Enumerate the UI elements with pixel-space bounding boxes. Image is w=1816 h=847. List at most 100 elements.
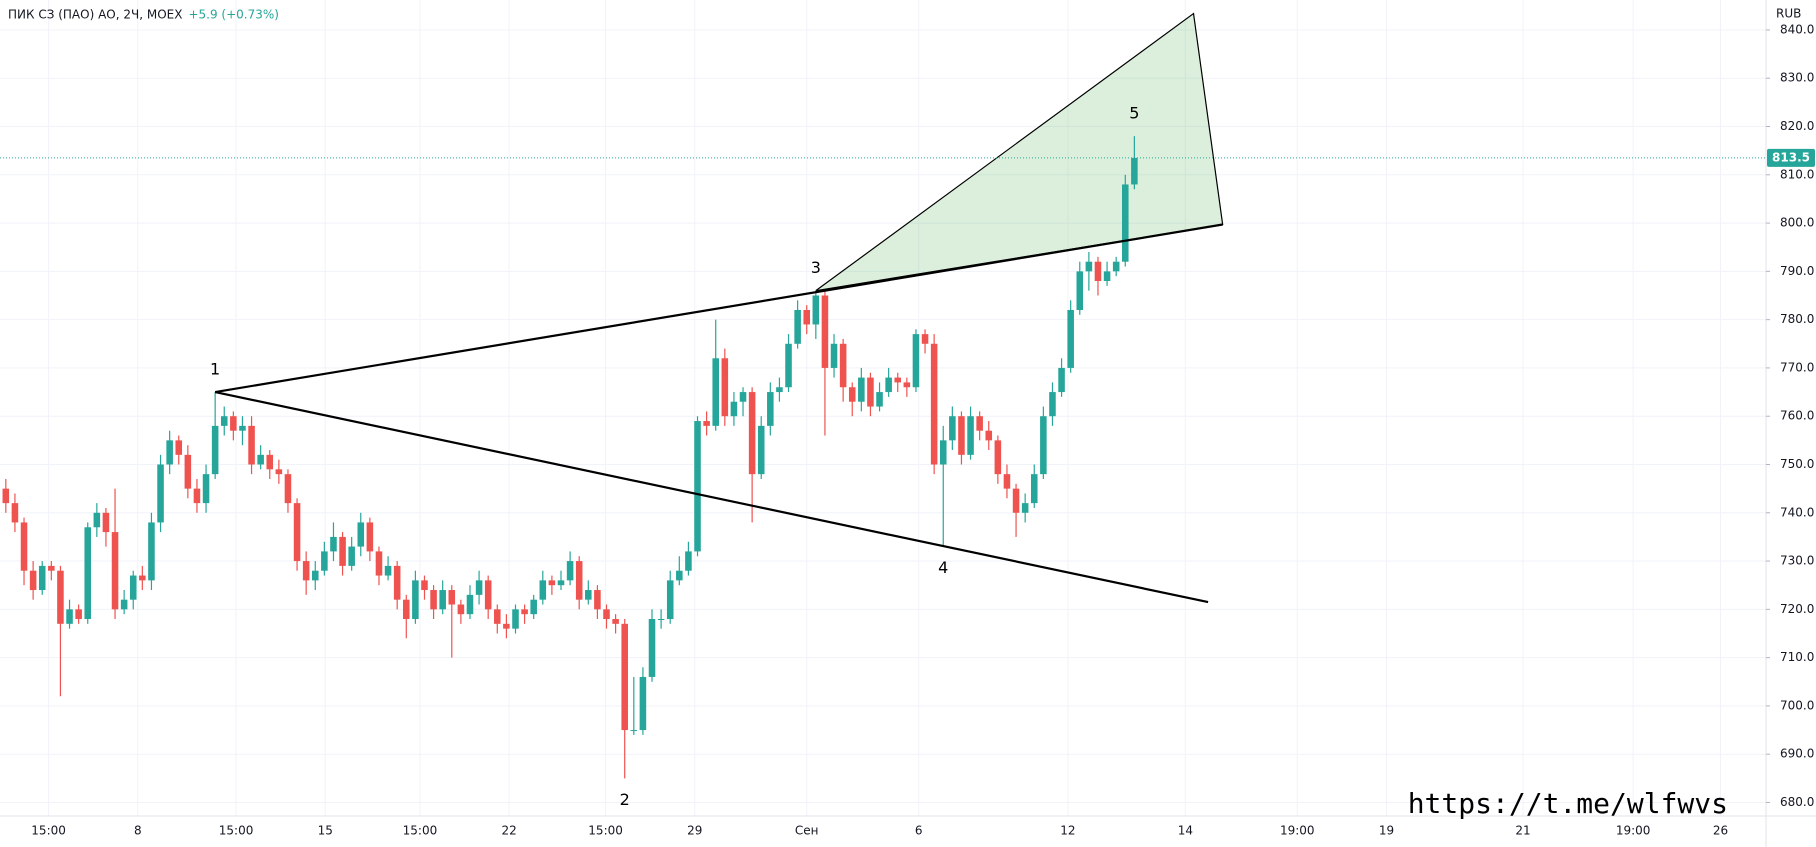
candle-body	[348, 546, 355, 566]
candle-body	[939, 440, 947, 465]
candle-body	[2, 488, 10, 504]
y-tick-label: 820.0	[1780, 119, 1814, 133]
wave-label: 5	[1129, 104, 1139, 123]
candle-body	[1076, 271, 1084, 310]
candle-body	[120, 599, 128, 610]
x-tick-label: 21	[1515, 824, 1530, 838]
candle-body	[302, 561, 310, 581]
candle-body	[785, 343, 792, 388]
candle-body	[767, 392, 774, 426]
y-tick-label: 710.0	[1780, 650, 1814, 664]
candle-body	[876, 392, 883, 407]
candle-body	[757, 425, 765, 475]
last-price-label: 813.5	[1772, 150, 1810, 164]
candle-body	[475, 580, 483, 595]
wave-label: 1	[210, 360, 220, 379]
candle-body	[230, 416, 237, 431]
candle-body	[703, 421, 710, 426]
candle-body	[812, 295, 820, 325]
candle-body	[202, 474, 210, 504]
y-tick-label: 730.0	[1780, 554, 1814, 568]
candle-body	[639, 676, 647, 731]
candle-body	[512, 609, 519, 629]
candle-body	[1131, 157, 1138, 185]
candle-body	[166, 440, 173, 465]
candle-body	[102, 512, 110, 533]
y-tick-label: 790.0	[1780, 264, 1814, 278]
x-tick-label: 19:00	[1280, 824, 1315, 838]
candle-body	[685, 551, 692, 571]
candle-body	[330, 536, 337, 552]
candle-body	[603, 609, 610, 620]
candle-body	[1094, 261, 1102, 282]
y-tick-label: 690.0	[1780, 747, 1814, 761]
watermark: https://t.me/wlfwvs	[1408, 787, 1728, 820]
candle-body	[730, 401, 738, 417]
wave-label: 2	[620, 790, 630, 809]
candle-body	[566, 561, 574, 581]
candle-body	[1067, 309, 1074, 368]
y-tick-label: 800.0	[1780, 216, 1814, 230]
candle-body	[776, 387, 783, 393]
candle-body	[111, 532, 119, 610]
candle-body	[676, 570, 683, 581]
candle-body	[339, 536, 346, 566]
candle-body	[821, 295, 829, 368]
candle-body	[1021, 503, 1029, 513]
x-tick-label: 15:00	[31, 824, 66, 838]
candle-body	[448, 590, 456, 605]
candle-body	[839, 343, 847, 388]
candle-body	[648, 619, 656, 677]
candle-body	[894, 377, 902, 383]
chart-title: ПИК СЗ (ПАО) АО, 2Ч, MOEX	[8, 8, 182, 22]
candle-body	[885, 377, 892, 393]
x-tick-label: 14	[1178, 824, 1193, 838]
x-tick-label: 19:00	[1616, 824, 1651, 838]
y-tick-label: 830.0	[1780, 71, 1814, 85]
candle-body	[366, 522, 374, 552]
y-tick-label: 750.0	[1780, 457, 1814, 471]
candle-body	[84, 527, 92, 620]
candle-body	[548, 580, 556, 586]
candle-body	[284, 474, 292, 504]
y-tick-label: 810.0	[1780, 167, 1814, 181]
x-tick-label: 15:00	[403, 824, 438, 838]
candle-body	[75, 609, 82, 620]
candle-body	[830, 343, 838, 368]
candle-body	[157, 464, 164, 523]
candle-body	[1049, 392, 1056, 417]
candle-body	[557, 580, 565, 586]
candle-body	[321, 551, 328, 571]
candle-body	[1121, 184, 1129, 262]
candle-body	[393, 565, 401, 600]
candle-body	[403, 599, 410, 620]
candle-body	[66, 609, 73, 624]
candle-body	[748, 392, 756, 475]
candle-body	[129, 575, 137, 600]
candle-body	[38, 565, 46, 591]
candle-body	[1085, 261, 1093, 272]
x-tick-label: 26	[1713, 824, 1728, 838]
y-tick-label: 680.0	[1780, 795, 1814, 809]
candle-body	[1103, 271, 1111, 282]
candle-body	[457, 604, 465, 615]
candle-body	[184, 454, 192, 489]
candle-body	[976, 416, 983, 431]
candle-body	[958, 416, 965, 455]
candle-body	[257, 454, 264, 465]
y-tick-label: 720.0	[1780, 602, 1814, 616]
candle-body	[20, 522, 28, 571]
y-tick-label: 740.0	[1780, 505, 1814, 519]
trend-line	[214, 223, 1223, 394]
candle-body	[421, 580, 428, 591]
candle-body	[1040, 416, 1047, 475]
candle-body	[29, 570, 37, 591]
x-tick-label: 29	[687, 824, 702, 838]
candle-body	[867, 377, 874, 407]
candle-body	[967, 416, 974, 455]
x-tick-label: 6	[915, 824, 923, 838]
y-tick-label: 760.0	[1780, 409, 1814, 423]
candle-body	[239, 425, 246, 431]
price-change: +5.9 (+0.73%)	[188, 8, 279, 22]
